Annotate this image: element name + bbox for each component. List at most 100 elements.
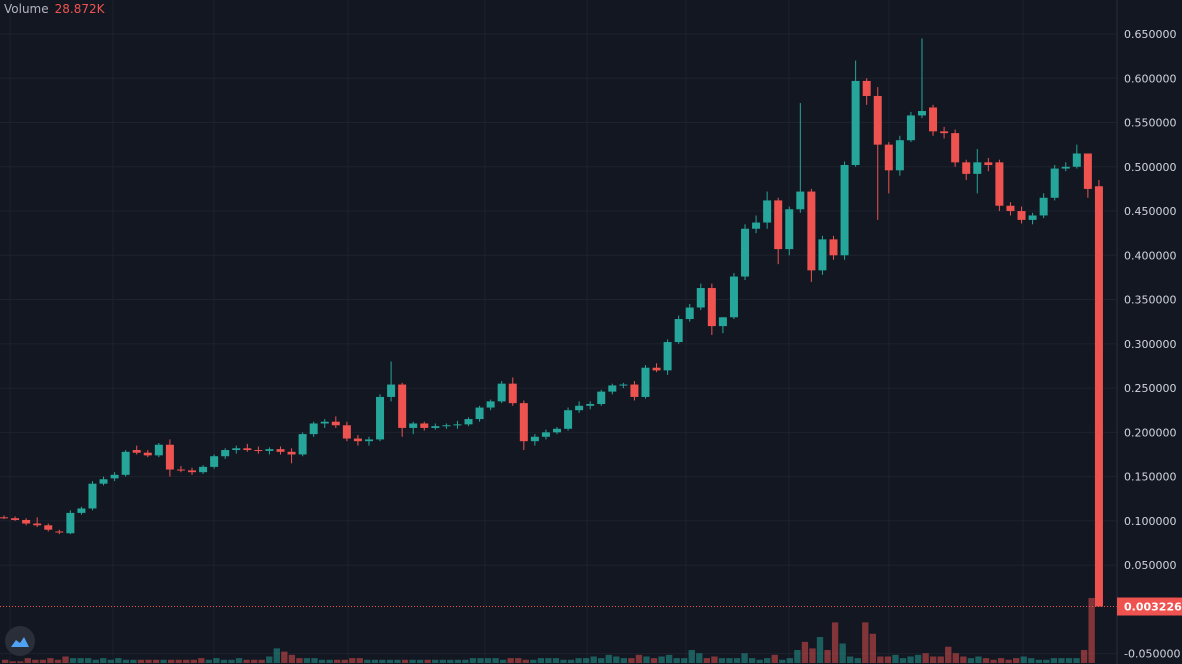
volume-bar: [9, 661, 16, 663]
volume-bar: [258, 659, 265, 663]
volume-bar: [17, 661, 24, 663]
candle-body: [309, 423, 318, 435]
volume-bar: [175, 659, 182, 663]
volume-bar: [220, 659, 228, 663]
candle-body: [508, 383, 517, 404]
candle-body: [785, 209, 794, 250]
volume-bar: [273, 648, 280, 663]
volume-bar: [145, 659, 152, 663]
volume-bar: [1043, 659, 1050, 663]
volume-bar: [167, 659, 175, 663]
candle-body: [199, 466, 208, 473]
volume-bar: [499, 659, 507, 663]
volume-bar: [107, 659, 114, 663]
candle-body: [873, 95, 882, 145]
candle-body: [774, 200, 783, 250]
volume-bar: [914, 654, 922, 663]
candle-body: [962, 162, 971, 174]
volume-bar: [982, 658, 990, 663]
price-axis[interactable]: 0.650000 0.600000 0.550000 0.500000 0.450000…: [1116, 0, 1182, 664]
candle-body: [1072, 153, 1081, 167]
candle-body: [1039, 197, 1048, 216]
candle-body: [1083, 153, 1092, 189]
volume-bar: [160, 659, 167, 663]
volume-bar: [839, 643, 846, 663]
candle-body: [154, 444, 163, 456]
candle-body: [951, 133, 960, 163]
candle-body: [475, 407, 484, 420]
volume-bar: [967, 658, 975, 663]
candle-body: [320, 421, 329, 424]
volume-bar: [650, 658, 658, 663]
volume-bar: [975, 656, 982, 663]
candle-body: [718, 317, 727, 327]
volume-bar: [122, 659, 130, 663]
volume-bar: [688, 650, 695, 663]
volume-bar: [303, 658, 311, 663]
volume-bar: [288, 654, 296, 663]
volume-bar: [507, 658, 514, 663]
candle-body: [541, 432, 550, 437]
volume-bar: [809, 648, 816, 663]
volume-bar: [92, 659, 99, 663]
candle-body: [398, 384, 407, 428]
candle-body: [929, 107, 938, 132]
volume-bar: [847, 656, 854, 663]
volume-bar: [794, 650, 801, 663]
volume-bar: [930, 656, 937, 663]
candle-body: [431, 426, 440, 428]
volume-bar: [1028, 658, 1035, 663]
candle-body: [641, 367, 650, 397]
volume-bar: [665, 654, 673, 663]
candle-body: [763, 200, 772, 223]
volume-bar: [356, 658, 363, 663]
volume-bar: [32, 659, 39, 663]
volume-bar: [922, 653, 929, 663]
volume-bar: [1050, 658, 1058, 663]
y-tick-label: 0.200000: [1124, 426, 1177, 439]
volume-bar: [243, 659, 250, 663]
volume-bar: [635, 654, 643, 663]
candle-body: [575, 405, 584, 411]
volume-bar: [605, 654, 612, 663]
volume-bar: [756, 659, 763, 663]
volume-bar: [77, 658, 84, 663]
volume-legend: Volume 28.872K: [4, 2, 105, 16]
volume-bar: [250, 659, 258, 663]
candle-body: [33, 523, 42, 526]
volume-bar: [439, 659, 446, 663]
candle-body: [77, 508, 86, 513]
volume-bar: [484, 658, 492, 663]
candle-body: [420, 423, 429, 428]
volume-bar: [628, 658, 635, 663]
volume-bar: [681, 658, 688, 663]
candle-body: [66, 512, 75, 534]
y-tick-label: -0.050000: [1124, 648, 1180, 661]
volume-bar: [424, 659, 431, 663]
volume-bar: [741, 653, 748, 663]
volume-bar: [711, 656, 718, 663]
y-tick-label: 0.100000: [1124, 515, 1177, 528]
candle-body: [276, 449, 285, 452]
y-tick-label: 0.050000: [1124, 559, 1177, 572]
candle-body: [652, 367, 661, 371]
tradingview-logo-icon[interactable]: [5, 626, 35, 656]
volume-bar: [54, 659, 62, 663]
candle-body: [685, 307, 694, 320]
volume-bar: [552, 658, 560, 663]
volume-bar: [990, 659, 997, 663]
candle-body: [530, 436, 539, 442]
candle-body: [917, 111, 926, 116]
volume-bar: [228, 659, 235, 663]
candle-body: [707, 288, 716, 327]
candle-body: [884, 144, 893, 171]
y-tick-label: 0.250000: [1124, 382, 1177, 395]
volume-bar: [960, 656, 967, 663]
volume-bar: [862, 622, 869, 663]
volume-bar: [2, 659, 9, 663]
volume-bar: [492, 658, 499, 663]
candle-body: [995, 162, 1004, 206]
volume-bar: [386, 659, 394, 663]
volume-bar: [333, 659, 341, 663]
